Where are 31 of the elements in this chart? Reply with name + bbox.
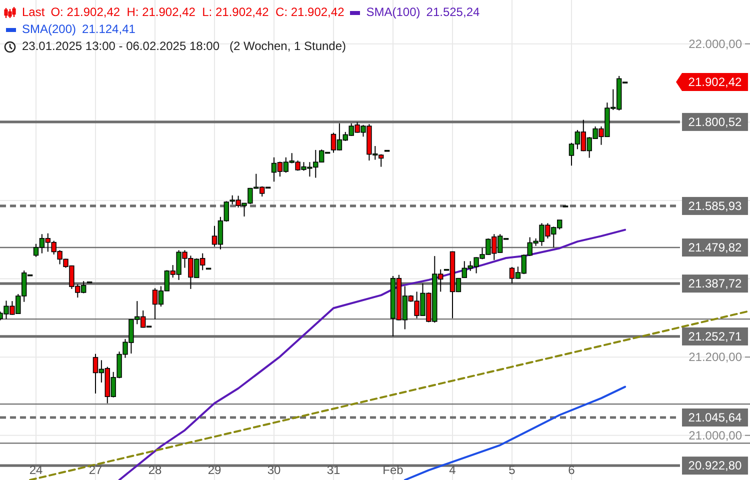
x-tick-label: 4 bbox=[449, 463, 456, 477]
annotation: (2 Wochen, 1 Stunde) bbox=[230, 38, 346, 55]
x-tick-label: 5 bbox=[508, 463, 516, 477]
legend-label: SMA(100) bbox=[366, 5, 420, 19]
annotation: 21.902,42 bbox=[688, 75, 742, 90]
annotation: 21.124,41 bbox=[82, 21, 136, 38]
x-tick-label: 29 bbox=[208, 463, 222, 477]
y-tick-label: 21.200,00 bbox=[688, 350, 742, 364]
x-tick-label: 31 bbox=[326, 463, 340, 477]
annotation: O: 21.902,42 H: 21.902,42 L: 21.902,42 C: 21.902,42 bbox=[50, 4, 344, 21]
ref-line-label: 21.387,72 bbox=[688, 276, 742, 291]
annotation: 21.525,24 bbox=[426, 4, 480, 21]
x-tick-label: Feb bbox=[382, 463, 404, 477]
ref-line-label: 20.922,80 bbox=[688, 458, 742, 473]
line-series bbox=[118, 228, 626, 480]
legend-label: SMA(200) bbox=[22, 22, 76, 36]
ref-line-label: 21.585,93 bbox=[688, 198, 742, 213]
ref-line-label: 21.479,82 bbox=[688, 240, 742, 255]
x-tick-label: 30 bbox=[267, 463, 281, 477]
x-tick-label: 24 bbox=[29, 463, 43, 477]
chart-title: Last bbox=[22, 4, 45, 21]
line-series bbox=[404, 386, 626, 480]
x-tick-label: 27 bbox=[88, 463, 102, 477]
annotation: 23.01.2025 13:00 - 06.02.2025 18:00 bbox=[22, 38, 220, 55]
ref-line-label: 21.045,64 bbox=[688, 410, 742, 424]
y-tick-label: 22.000,00 bbox=[688, 36, 742, 51]
x-tick-label: 28 bbox=[148, 463, 162, 477]
y-tick-label: 21.000,00 bbox=[688, 428, 742, 442]
ref-line-label: 21.252,71 bbox=[688, 329, 742, 344]
ref-line-label: 21.800,52 bbox=[688, 114, 742, 129]
x-tick-label: 6 bbox=[568, 463, 576, 477]
